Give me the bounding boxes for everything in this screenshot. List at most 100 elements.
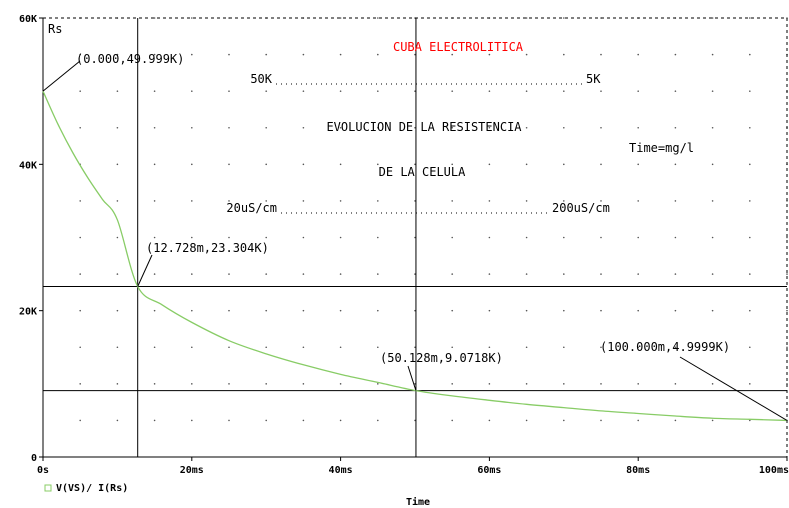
grid-dot <box>488 419 491 422</box>
grid-dot <box>228 419 230 422</box>
grid-dot <box>674 236 677 239</box>
grid-dot <box>749 346 751 349</box>
marker-leader-line <box>42 60 81 92</box>
grid-dot <box>600 163 602 166</box>
x-tick-label: 100ms <box>759 465 789 476</box>
grid-dot <box>191 126 193 129</box>
grid-dot <box>525 200 528 202</box>
grid-dot <box>191 17 193 19</box>
grid-dot <box>749 383 751 385</box>
grid-dot <box>302 309 305 312</box>
grid-dot <box>786 346 788 349</box>
grid-dot <box>711 53 714 56</box>
grid-dot <box>600 53 602 56</box>
grid-dot <box>339 419 342 422</box>
grid-dot <box>191 53 193 56</box>
grid-dot <box>302 419 305 422</box>
grid-dot <box>637 273 639 275</box>
grid-dot <box>339 309 342 312</box>
grid-dot <box>563 200 565 202</box>
grid-dot <box>153 383 156 385</box>
grid-dot <box>711 90 714 92</box>
grid-dot <box>749 126 751 129</box>
grid-dot <box>377 53 379 56</box>
grid-dot <box>228 200 230 202</box>
marker-label: (0.000,49.999K) <box>76 52 184 66</box>
grid-dot <box>414 273 416 275</box>
grid-dot <box>451 419 454 422</box>
grid-dot <box>79 90 81 92</box>
grid-dot <box>265 200 268 202</box>
x-tick-label: 40ms <box>329 465 353 476</box>
grid-dot <box>339 163 342 166</box>
grid-dot <box>563 273 565 275</box>
grid-dot <box>637 236 639 239</box>
grid-dot <box>563 17 565 19</box>
grid-dot <box>414 163 416 166</box>
grid-dot <box>488 163 491 166</box>
grid-dot <box>749 200 751 202</box>
grid-dot <box>79 346 81 349</box>
grid-dot <box>563 53 565 56</box>
grid-dot <box>451 53 454 56</box>
marker-leader-line <box>137 254 153 287</box>
grid-dot <box>116 126 119 129</box>
series-layer <box>42 90 788 422</box>
grid-dot <box>191 200 193 202</box>
grid-dot <box>302 163 305 166</box>
grid-dot <box>525 419 528 422</box>
grid-dot <box>488 309 491 312</box>
grid-dot <box>451 163 454 166</box>
grid-dot <box>377 90 379 92</box>
grid-dot <box>377 309 379 312</box>
range-right-label: 5K <box>586 72 601 86</box>
grid-dot <box>711 163 714 166</box>
grid-dot <box>302 200 305 202</box>
grid-dot <box>600 419 602 422</box>
conductivity-right-label: 200uS/cm <box>552 201 610 215</box>
grid-dot <box>414 383 416 385</box>
grid-dot <box>488 200 491 202</box>
grid-dot <box>339 90 342 92</box>
grid-dot <box>488 53 491 56</box>
grid-dot <box>302 273 305 275</box>
grid-dot <box>451 383 454 385</box>
y-tick-label: 60K <box>19 14 37 25</box>
grid-dot <box>674 126 677 129</box>
grid-dot <box>525 346 528 349</box>
grid-dot <box>116 419 119 422</box>
grid-dot <box>377 346 379 349</box>
grid-dot <box>228 163 230 166</box>
grid-dot <box>339 346 342 349</box>
grid-dot <box>191 90 193 92</box>
grid-dot <box>153 273 156 275</box>
grid-dot <box>674 273 677 275</box>
grid-dot <box>79 309 81 312</box>
grid-dot <box>451 90 454 92</box>
grid-dot <box>228 126 230 129</box>
grid-dot <box>488 90 491 92</box>
grid-dot <box>711 17 714 19</box>
grid-dot <box>563 163 565 166</box>
grid-dot <box>339 273 342 275</box>
grid-dot <box>79 236 81 239</box>
grid-dot <box>525 126 528 129</box>
grid-dot <box>637 309 639 312</box>
grid-dot <box>600 200 602 202</box>
marker-label: (12.728m,23.304K) <box>146 241 269 255</box>
grid-dot <box>228 346 230 349</box>
grid-dot <box>711 383 714 385</box>
x-tick-label: 80ms <box>626 465 650 476</box>
grid-dot <box>711 346 714 349</box>
grid-dot <box>377 273 379 275</box>
grid-dot <box>451 200 454 202</box>
grid-dot <box>265 126 268 129</box>
grid-dot <box>749 419 751 422</box>
grid-dot <box>191 419 193 422</box>
grid-dot <box>228 383 230 385</box>
grid-dot <box>488 383 491 385</box>
grid-dot <box>116 90 119 92</box>
grid-dot <box>674 383 677 385</box>
grid-dot <box>749 17 751 19</box>
